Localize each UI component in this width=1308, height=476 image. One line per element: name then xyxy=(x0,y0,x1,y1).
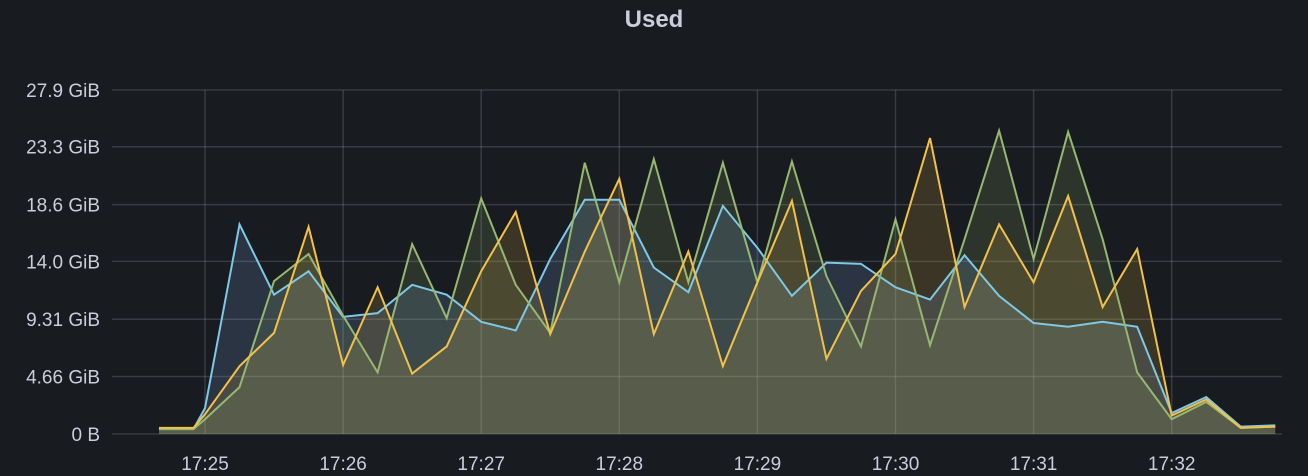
y-tick-label: 27.9 GiB xyxy=(26,81,100,102)
x-tick-label: 17:31 xyxy=(1010,454,1058,475)
series-0-area xyxy=(158,199,1276,434)
y-tick-label: 14.0 GiB xyxy=(26,252,100,273)
y-tick-label: 0 B xyxy=(71,425,100,446)
x-tick-label: 17:27 xyxy=(457,454,505,475)
x-tick-label: 17:29 xyxy=(734,454,782,475)
panel-title[interactable]: Used xyxy=(624,6,684,33)
x-tick-label: 17:32 xyxy=(1148,454,1196,475)
x-tick-label: 17:30 xyxy=(872,454,920,475)
series-2-line xyxy=(158,137,1276,429)
y-tick-label: 9.31 GiB xyxy=(26,310,100,331)
x-tick-label: 17:26 xyxy=(319,454,367,475)
y-tick-label: 18.6 GiB xyxy=(26,196,100,217)
series-1-area xyxy=(158,130,1276,434)
series-1-line xyxy=(158,127,1276,431)
x-tick-label: 17:25 xyxy=(181,454,229,475)
y-tick-label: 4.66 GiB xyxy=(26,368,100,389)
series-2-area xyxy=(158,138,1276,434)
x-tick-label: 17:28 xyxy=(596,454,644,475)
y-tick-label: 23.3 GiB xyxy=(26,138,100,159)
